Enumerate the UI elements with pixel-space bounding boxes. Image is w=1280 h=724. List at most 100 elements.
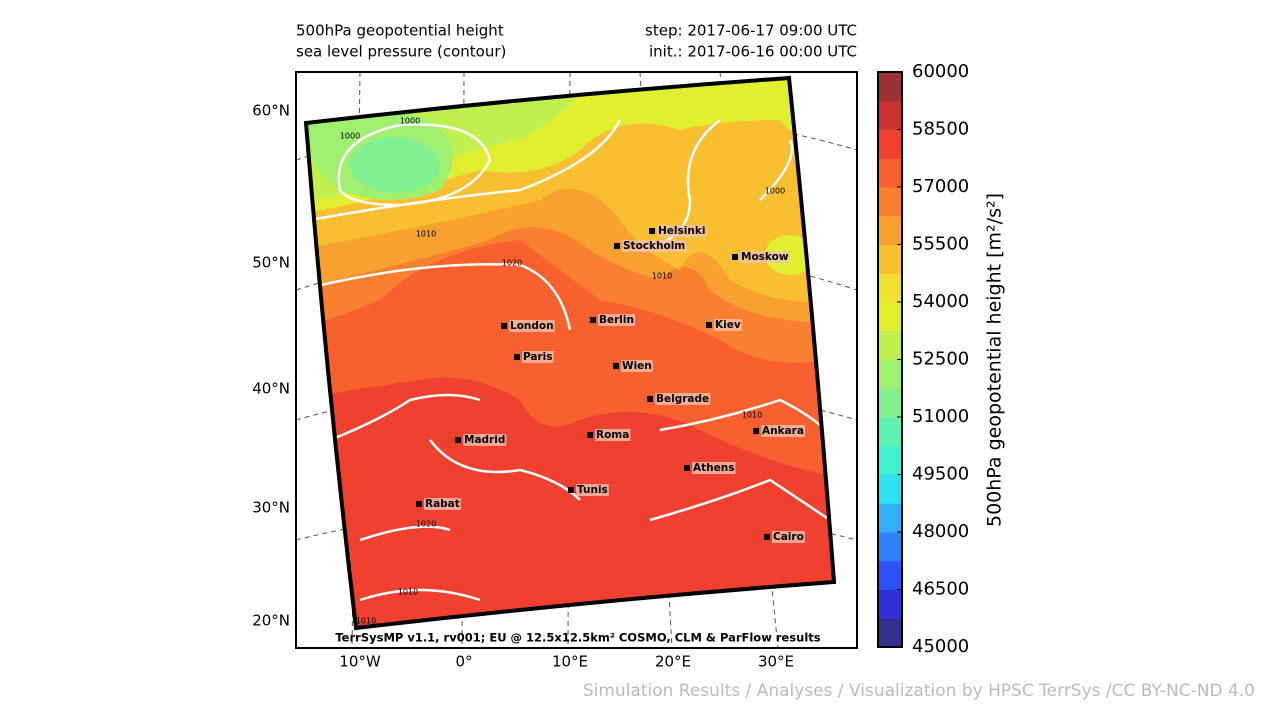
city-label-bg [595,429,631,441]
city-label-bg [576,484,609,496]
lon-label: 10°W [339,653,381,671]
city-marker [501,323,507,329]
city-label-bg [621,360,653,372]
city-label-bg [657,225,707,237]
city: Paris [514,351,554,363]
city-label: Belgrade [656,393,709,405]
map-frame [295,71,858,649]
city-label: Helsinki [658,225,705,237]
city-label-bg [772,531,805,543]
city: Helsinki [649,225,707,237]
colorbar-tick-label: 57000 [912,176,969,197]
city-label-bg [655,393,711,405]
colorbar-tick-label: 51000 [912,406,969,427]
pressure-contours [306,119,834,602]
domain-border [303,75,837,631]
colorbar-band [878,388,902,418]
city: Belgrade [647,393,711,405]
city-marker [647,396,653,402]
contour-label: 1010 [416,230,436,239]
colorbar-tick-label: 58500 [912,119,969,140]
city: Tunis [568,484,609,496]
city-marker [649,228,655,234]
colorbar-tick-label: 54000 [912,291,969,312]
city-label: London [510,320,554,332]
city: Cairo [764,531,805,543]
colorbar-tick-label: 49500 [912,464,969,485]
colorbar-label: 500hPa geopotential height [m²/s²] [984,193,1006,527]
city-marker [614,243,620,249]
city-label: Tunis [577,484,608,496]
header-left: sea level pressure (contour) [296,43,506,61]
lon-label: 10°E [552,653,588,671]
contour-label: 1000 [765,187,785,196]
city-label-bg [522,351,554,363]
lat-label: 40°N [252,380,290,398]
city-marker [706,322,712,328]
city-label: Roma [596,429,629,441]
colorbar-band [878,330,902,360]
colorbar-band [878,158,902,188]
city: Ankara [753,425,805,437]
city-label: Athens [693,462,734,474]
city-label: Madrid [464,434,505,446]
city-marker [587,432,593,438]
colorbar-tick-label: 46500 [912,579,969,600]
colorbar-band [878,273,902,303]
city-marker [568,487,574,493]
city-label: Stockholm [623,240,685,252]
colorbar-band [878,445,902,475]
city-label: Ankara [762,425,804,437]
city-marker [455,437,461,443]
city-label: Cairo [773,531,804,543]
colorbar-band [878,215,902,245]
lat-label: 50°N [252,254,290,272]
contour-label: 1020 [416,520,436,529]
city-label-bg [598,314,635,326]
city-label-bg [509,320,555,332]
city-label-bg [424,498,461,510]
contour-label: 1010 [742,411,762,420]
colorbar-band [878,302,902,332]
contour-label: 1000 [400,117,420,126]
contour-label: 1020 [502,259,522,268]
contour-label: 1010 [398,588,418,597]
colorbar-band [878,359,902,389]
contour-label: 1010 [652,272,672,281]
colorbar-band [878,560,902,590]
contour-label: 1010 [356,617,376,626]
colorbar-tick-label: 48000 [912,521,969,542]
city-marker [613,363,619,369]
city-label: Rabat [425,498,460,510]
colorbar-band [878,589,902,619]
colorbar-band [878,532,902,562]
lon-label: 30°E [758,653,794,671]
city: Rabat [416,498,461,510]
colorbar-band [878,503,902,533]
lon-label: 0° [455,653,472,671]
contour-label: 1000 [340,132,360,141]
city: Moskow [732,251,790,263]
colorbar-band [878,187,902,217]
colorbar-tick-label: 60000 [912,61,969,82]
lat-label: 60°N [252,102,290,120]
header-left: 500hPa geopotential height [296,22,504,40]
city: Madrid [455,434,507,446]
city-label: Paris [523,351,553,363]
city: Berlin [590,314,635,326]
colorbar-band [878,244,902,274]
colorbar-tick-label: 55500 [912,234,969,255]
city-label-bg [692,462,736,474]
city-label: Wien [622,360,652,372]
city-label-bg [740,251,790,263]
city-label: Kiev [715,319,741,331]
credit: TerrSysMP v1.1, rv001; EU @ 12.5x12.5km²… [335,631,820,645]
city-label-bg [463,434,507,446]
city: Wien [613,360,653,372]
city-marker [732,254,738,260]
header-right: step: 2017-06-17 09:00 UTC [645,22,857,40]
colorbar-band [878,72,902,102]
city-marker [590,317,596,323]
